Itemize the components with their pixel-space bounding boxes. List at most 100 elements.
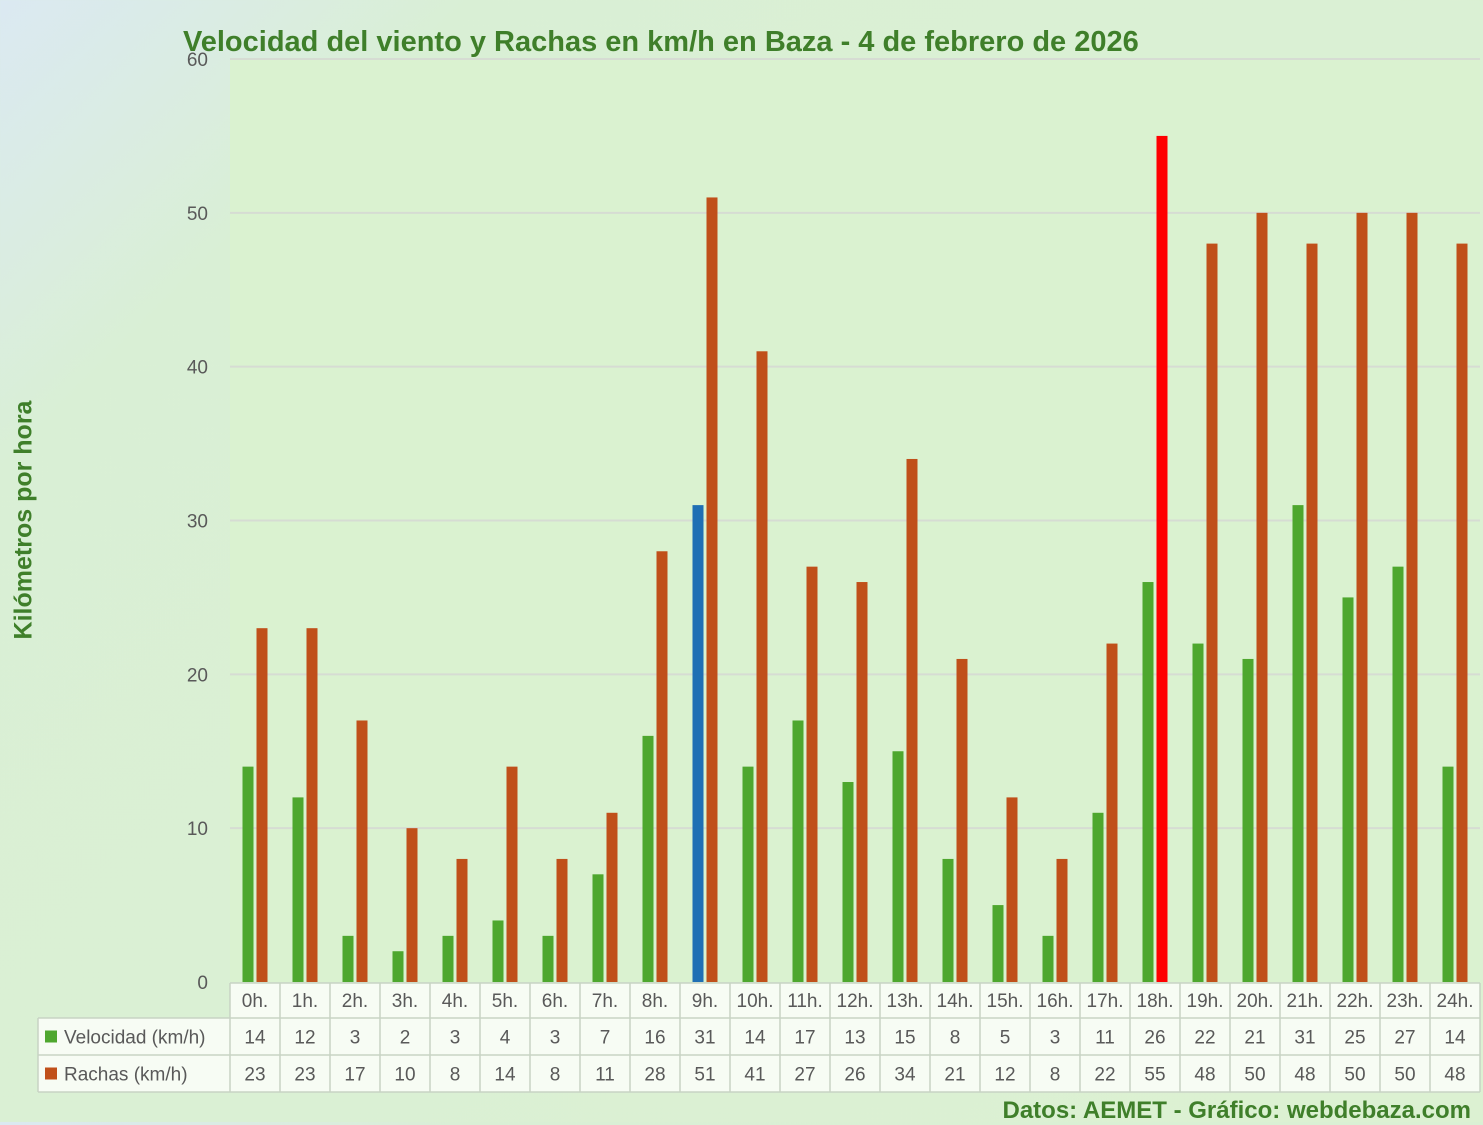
- bar-velocidad-20: [1242, 658, 1254, 982]
- bar-velocidad-7: [592, 874, 604, 982]
- bar-velocidad-12: [842, 782, 854, 982]
- bar-rachas-24: [1456, 243, 1468, 983]
- data-label-velocidad-24: 14: [1444, 1028, 1466, 1049]
- legend-key-0: [45, 1030, 57, 1043]
- bar-rachas-12: [856, 582, 868, 982]
- data-label-velocidad-7: 7: [600, 1028, 611, 1049]
- data-label-rachas-21: 48: [1294, 1065, 1315, 1086]
- bar-rachas-16: [1056, 858, 1068, 982]
- x-tick-label-19: 19h.: [1187, 991, 1224, 1012]
- bar-velocidad-18: [1142, 582, 1154, 982]
- data-label-velocidad-19: 22: [1194, 1028, 1215, 1049]
- data-label-rachas-8: 28: [644, 1065, 665, 1086]
- data-label-rachas-4: 8: [450, 1065, 461, 1086]
- data-label-rachas-9: 51: [694, 1065, 715, 1086]
- data-label-velocidad-18: 26: [1144, 1028, 1165, 1049]
- bar-rachas-21: [1306, 243, 1318, 983]
- data-label-velocidad-14: 8: [950, 1028, 961, 1049]
- x-tick-label-21: 21h.: [1287, 991, 1324, 1012]
- data-label-velocidad-10: 14: [744, 1028, 766, 1049]
- bar-rachas-10: [756, 351, 768, 982]
- y-tick-label: 50: [187, 204, 208, 225]
- bar-rachas-7: [606, 812, 618, 982]
- bar-velocidad-0: [242, 766, 254, 982]
- x-tick-label-18: 18h.: [1137, 991, 1174, 1012]
- x-tick-label-5: 5h.: [492, 991, 518, 1012]
- bar-velocidad-14: [942, 858, 954, 982]
- data-label-velocidad-15: 5: [1000, 1028, 1011, 1049]
- table-header-bg: [230, 983, 1480, 1018]
- x-tick-label-13: 13h.: [887, 991, 924, 1012]
- bar-rachas-13: [906, 458, 918, 982]
- x-tick-label-20: 20h.: [1237, 991, 1274, 1012]
- x-tick-label-17: 17h.: [1087, 991, 1124, 1012]
- bar-rachas-1: [306, 628, 318, 982]
- data-label-rachas-6: 8: [550, 1065, 561, 1086]
- data-label-velocidad-8: 16: [644, 1028, 665, 1049]
- bar-velocidad-4: [442, 935, 454, 982]
- data-label-rachas-2: 17: [344, 1065, 365, 1086]
- bar-rachas-3: [406, 828, 418, 982]
- x-tick-label-0: 0h.: [242, 991, 268, 1012]
- data-label-rachas-13: 34: [894, 1065, 916, 1086]
- bar-velocidad-19: [1192, 643, 1204, 982]
- data-label-velocidad-12: 13: [844, 1028, 865, 1049]
- data-label-rachas-12: 26: [844, 1065, 865, 1086]
- x-tick-label-14: 14h.: [937, 991, 974, 1012]
- credit-text: Datos: AEMET - Gráfico: webdebaza.com: [1002, 1097, 1471, 1124]
- data-label-velocidad-9: 31: [694, 1028, 715, 1049]
- data-label-rachas-3: 10: [394, 1065, 415, 1086]
- bar-rachas-9: [706, 197, 718, 982]
- bar-rachas-23: [1406, 212, 1418, 983]
- x-tick-label-9: 9h.: [692, 991, 718, 1012]
- x-tick-label-12: 12h.: [837, 991, 874, 1012]
- data-label-rachas-10: 41: [744, 1065, 765, 1086]
- x-tick-label-8: 8h.: [642, 991, 668, 1012]
- bar-rachas-18: [1156, 135, 1168, 982]
- bar-velocidad-15: [992, 905, 1004, 982]
- y-tick-label: 60: [187, 50, 208, 71]
- data-label-rachas-23: 50: [1394, 1065, 1415, 1086]
- x-tick-label-2: 2h.: [342, 991, 368, 1012]
- bar-velocidad-5: [492, 920, 504, 982]
- data-label-velocidad-23: 27: [1394, 1028, 1415, 1049]
- bar-velocidad-1: [292, 797, 304, 982]
- data-label-velocidad-11: 17: [794, 1028, 815, 1049]
- bar-velocidad-17: [1092, 812, 1104, 982]
- x-tick-label-1: 1h.: [292, 991, 318, 1012]
- bar-velocidad-8: [642, 735, 654, 982]
- bar-velocidad-13: [892, 751, 904, 982]
- bar-velocidad-21: [1292, 505, 1304, 982]
- x-tick-label-15: 15h.: [987, 991, 1024, 1012]
- x-tick-label-16: 16h.: [1037, 991, 1074, 1012]
- bar-rachas-11: [806, 566, 818, 982]
- bar-rachas-15: [1006, 797, 1018, 982]
- bar-rachas-6: [556, 858, 568, 982]
- bar-velocidad-24: [1442, 766, 1454, 982]
- bar-velocidad-22: [1342, 597, 1354, 982]
- legend-key-1: [45, 1067, 57, 1080]
- y-tick-label: 30: [187, 512, 208, 533]
- data-label-rachas-16: 8: [1050, 1065, 1061, 1086]
- x-tick-label-11: 11h.: [787, 991, 823, 1012]
- data-label-rachas-17: 22: [1094, 1065, 1115, 1086]
- data-label-velocidad-3: 2: [400, 1028, 411, 1049]
- x-tick-label-6: 6h.: [542, 991, 568, 1012]
- bar-rachas-0: [256, 628, 268, 982]
- data-label-velocidad-13: 15: [894, 1028, 915, 1049]
- data-label-velocidad-1: 12: [294, 1028, 315, 1049]
- bar-velocidad-10: [742, 766, 754, 982]
- bar-rachas-4: [456, 858, 468, 982]
- data-label-velocidad-22: 25: [1344, 1028, 1365, 1049]
- bar-rachas-17: [1106, 643, 1118, 982]
- bar-velocidad-3: [392, 951, 404, 982]
- x-tick-label-4: 4h.: [442, 991, 468, 1012]
- data-label-rachas-1: 23: [294, 1065, 315, 1086]
- data-label-velocidad-6: 3: [550, 1028, 561, 1049]
- x-tick-label-24: 24h.: [1437, 991, 1474, 1012]
- bar-velocidad-11: [792, 720, 804, 982]
- bar-velocidad-6: [542, 935, 554, 982]
- data-label-rachas-24: 48: [1444, 1065, 1465, 1086]
